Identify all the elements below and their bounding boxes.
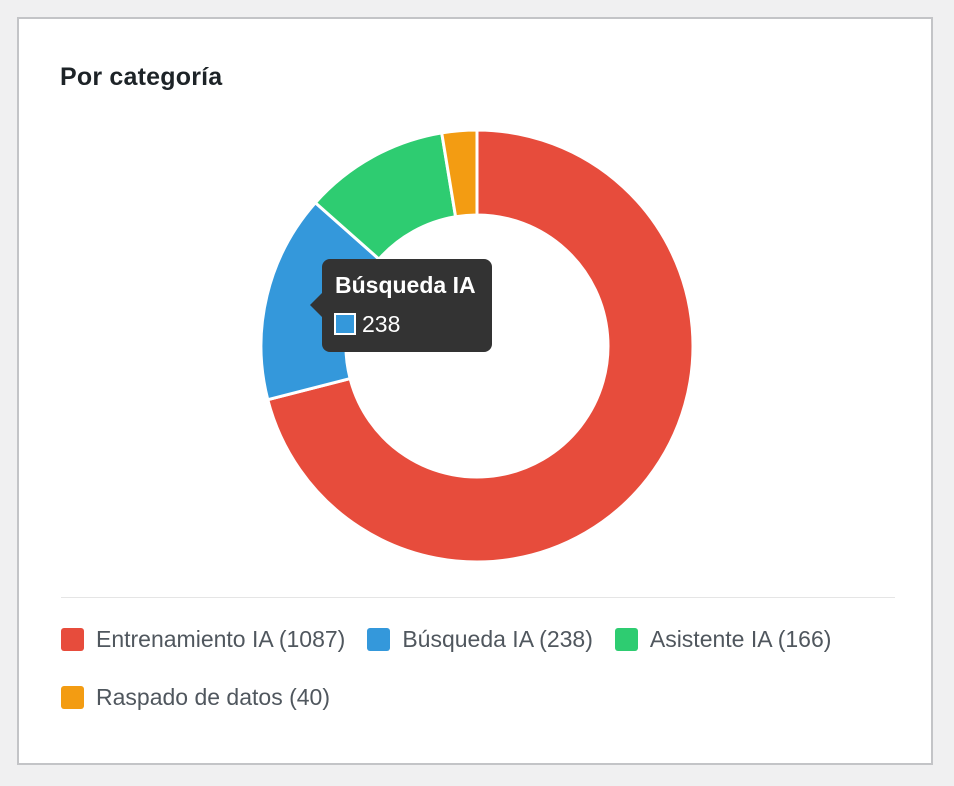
legend-item-entrenamiento[interactable]: Entrenamiento IA (1087) (61, 624, 345, 654)
legend-item-busqueda[interactable]: Búsqueda IA (238) (367, 624, 593, 654)
category-chart-card: Por categoría Búsqueda IA 238 Entrenamie… (17, 17, 933, 765)
legend-divider (61, 597, 895, 598)
legend-label: Asistente IA (166) (649, 625, 832, 652)
slice-entrenamiento-ia[interactable] (265, 128, 695, 564)
legend-label: Raspado de datos (40) (96, 683, 330, 710)
legend-item-asistente[interactable]: Asistente IA (166) (614, 624, 832, 654)
legend-label: Entrenamiento IA (1087) (96, 625, 346, 652)
tooltip-title: Búsqueda IA (335, 272, 476, 298)
tooltip-arrow (310, 293, 322, 317)
legend-swatch (61, 685, 84, 709)
legend-swatch (614, 627, 638, 651)
legend-swatch (367, 627, 391, 651)
tooltip-value: 238 (362, 311, 401, 337)
tooltip-color-swatch (334, 313, 356, 335)
chart-tooltip: Búsqueda IA 238 (310, 259, 492, 352)
legend-swatch (61, 627, 84, 651)
chart-legend: Entrenamiento IA (1087) Búsqueda IA (238… (61, 624, 911, 712)
slice-raspado-de-datos[interactable] (439, 128, 479, 219)
legend-item-raspado[interactable]: Raspado de datos (40) (61, 682, 330, 712)
legend-label: Búsqueda IA (238) (402, 625, 593, 652)
card-title: Por categoría (60, 63, 223, 91)
